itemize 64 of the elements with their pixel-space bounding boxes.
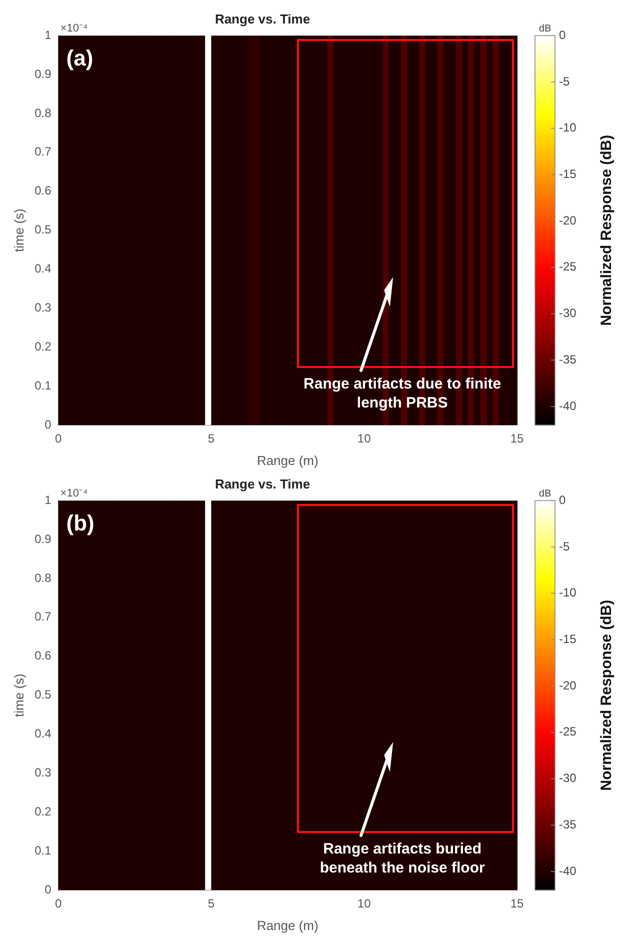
color-bar-label: -5 — [559, 539, 570, 554]
chart-title: Range vs. Time — [214, 476, 310, 492]
y-tick-label: 0.5 — [34, 222, 52, 237]
y-tick-label: 1 — [44, 28, 52, 42]
y-tick-label: 0.9 — [34, 532, 52, 546]
y-tick-label: 0.2 — [34, 804, 52, 818]
chart-title: Range vs. Time — [214, 11, 310, 26]
y-tick-label: 0.1 — [34, 843, 52, 858]
color-bar-label: 0 — [559, 28, 566, 42]
x-tick-label: 5 — [208, 896, 215, 911]
x-tick-label: 15 — [510, 432, 524, 446]
color-bar-label: -15 — [559, 166, 577, 181]
y-tick-label: 0.8 — [34, 570, 52, 585]
x-tick-label: 5 — [208, 432, 215, 446]
y-axis-title: time (s) — [11, 674, 26, 717]
annotation: Range artifacts due to finite length PRBS — [304, 376, 502, 412]
x-tick-label: 10 — [357, 896, 372, 911]
y-tick-label: 0.7 — [34, 144, 52, 159]
y-tick-label: 0 — [44, 417, 52, 432]
annotation: (a) — [66, 46, 94, 71]
x-tick-label: 10 — [357, 432, 372, 446]
color-bar-label: -25 — [559, 724, 577, 739]
color-bar-title: Normalized Response (dB) — [598, 134, 616, 326]
color-bar-label: -25 — [559, 260, 577, 274]
y-tick-label: 0 — [44, 882, 52, 896]
x-tick-label: 15 — [510, 896, 524, 911]
y-tick-label: 0.4 — [34, 262, 52, 276]
text: dB — [538, 488, 552, 500]
color-bar-label: -35 — [559, 817, 577, 832]
x-tick-label: 0 — [54, 432, 62, 446]
color-bar-label: -5 — [559, 74, 570, 88]
color-bar-label: -10 — [559, 586, 577, 600]
color-bar-label: -40 — [559, 864, 577, 878]
y-axis-title: time (s) — [11, 208, 26, 252]
color-bar-title: Normalized Response (dB) — [598, 600, 616, 791]
y-tick-label: 0.3 — [34, 765, 52, 780]
color-bar-label: -35 — [559, 352, 577, 366]
x-axis-title: Range (m) — [256, 452, 318, 468]
y-tick-label: 0.6 — [34, 184, 52, 198]
annotation: (b) — [66, 510, 94, 536]
color-bar-label: -30 — [559, 306, 577, 320]
y-tick-label: 0.9 — [34, 66, 52, 81]
y-tick-label: 0.8 — [34, 106, 52, 120]
color-bar-label: -20 — [559, 678, 577, 692]
color-bar-label: 0 — [559, 492, 566, 507]
color-bar-label: -10 — [559, 120, 577, 135]
y-tick-label: 0.5 — [34, 688, 52, 702]
color-bar-label: -20 — [559, 213, 577, 228]
y-tick-label: 0.4 — [34, 726, 52, 741]
text: ×10⁻⁴ — [60, 488, 88, 500]
color-bar-label: -40 — [559, 398, 577, 413]
text: dB — [538, 24, 552, 35]
x-tick-label: 0 — [54, 896, 62, 911]
color-bar-label: -15 — [559, 632, 577, 646]
color-bar-label: -30 — [559, 771, 577, 786]
y-tick-label: 0.3 — [34, 300, 52, 314]
text: ×10⁻⁴ — [60, 22, 88, 35]
y-tick-label: 0.2 — [34, 339, 52, 354]
x-axis-title: Range (m) — [256, 918, 318, 933]
y-tick-label: 0.6 — [34, 648, 52, 663]
y-tick-label: 1 — [44, 492, 52, 507]
annotation: Range artifacts buried beneath the noise floor — [320, 840, 485, 877]
y-tick-label: 0.1 — [34, 378, 52, 392]
y-tick-label: 0.7 — [34, 610, 52, 624]
